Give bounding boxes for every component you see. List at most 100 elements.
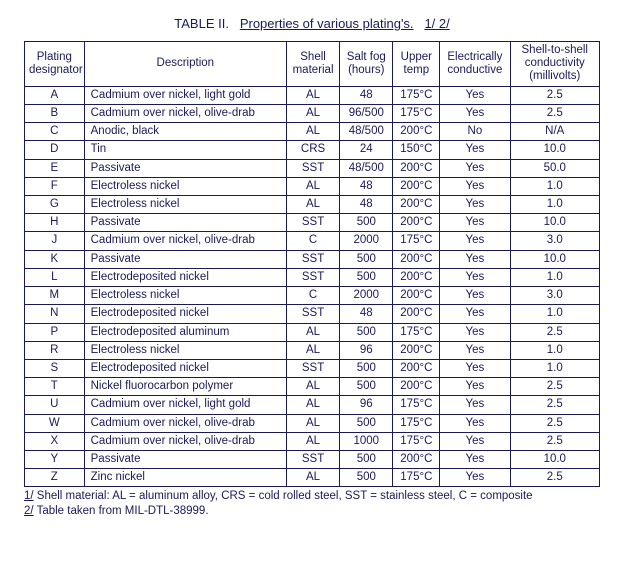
table-row: LElectrodeposited nickelSST500200°CYes1.… — [25, 268, 600, 286]
cell-fog: 1000 — [340, 432, 393, 450]
table-title: TABLE II. Properties of various plating'… — [24, 16, 600, 31]
cell-temp: 150°C — [393, 141, 440, 159]
cell-designator: N — [25, 305, 85, 323]
table-row: FElectroless nickelAL48200°CYes1.0 — [25, 177, 600, 195]
cell-designator: K — [25, 250, 85, 268]
cell-designator: L — [25, 268, 85, 286]
cell-temp: 200°C — [393, 195, 440, 213]
cell-description: Passivate — [84, 159, 286, 177]
cell-millivolts: 2.5 — [510, 414, 599, 432]
cell-designator: A — [25, 86, 85, 104]
cell-millivolts: 2.5 — [510, 432, 599, 450]
cell-millivolts: 3.0 — [510, 232, 599, 250]
cell-description: Cadmium over nickel, olive-drab — [84, 432, 286, 450]
cell-temp: 200°C — [393, 268, 440, 286]
cell-conductive: Yes — [440, 359, 510, 377]
cell-fog: 24 — [340, 141, 393, 159]
cell-millivolts: 2.5 — [510, 104, 599, 122]
cell-millivolts: 2.5 — [510, 323, 599, 341]
cell-conductive: Yes — [440, 341, 510, 359]
cell-designator: P — [25, 323, 85, 341]
table-row: ACadmium over nickel, light goldAL48175°… — [25, 86, 600, 104]
cell-designator: Y — [25, 451, 85, 469]
table-row: XCadmium over nickel, olive-drabAL100017… — [25, 432, 600, 450]
cell-temp: 200°C — [393, 341, 440, 359]
cell-description: Electroless nickel — [84, 287, 286, 305]
cell-fog: 48 — [340, 195, 393, 213]
cell-designator: X — [25, 432, 85, 450]
cell-shell: SST — [286, 305, 339, 323]
cell-shell: SST — [286, 214, 339, 232]
cell-conductive: Yes — [440, 396, 510, 414]
cell-shell: SST — [286, 268, 339, 286]
cell-shell: SST — [286, 359, 339, 377]
cell-designator: W — [25, 414, 85, 432]
cell-designator: B — [25, 104, 85, 122]
cell-fog: 48 — [340, 86, 393, 104]
cell-designator: E — [25, 159, 85, 177]
table-row: CAnodic, blackAL48/500200°CNoN/A — [25, 123, 600, 141]
cell-conductive: Yes — [440, 268, 510, 286]
cell-temp: 175°C — [393, 469, 440, 487]
cell-description: Zinc nickel — [84, 469, 286, 487]
cell-description: Anodic, black — [84, 123, 286, 141]
cell-designator: M — [25, 287, 85, 305]
cell-temp: 175°C — [393, 396, 440, 414]
cell-designator: C — [25, 123, 85, 141]
table-row: SElectrodeposited nickelSST500200°CYes1.… — [25, 359, 600, 377]
cell-shell: C — [286, 287, 339, 305]
cell-shell: AL — [286, 378, 339, 396]
cell-designator: T — [25, 378, 85, 396]
cell-temp: 200°C — [393, 159, 440, 177]
cell-fog: 500 — [340, 414, 393, 432]
cell-conductive: Yes — [440, 323, 510, 341]
table-row: MElectroless nickelC2000200°CYes3.0 — [25, 287, 600, 305]
table-row: BCadmium over nickel, olive-drabAL96/500… — [25, 104, 600, 122]
footnote-1-text: Shell material: AL = aluminum alloy, CRS… — [34, 490, 533, 502]
cell-conductive: Yes — [440, 195, 510, 213]
title-caption: Properties of various plating's. — [240, 16, 414, 31]
cell-fog: 48/500 — [340, 159, 393, 177]
cell-temp: 175°C — [393, 323, 440, 341]
cell-description: Cadmium over nickel, olive-drab — [84, 104, 286, 122]
cell-millivolts: 50.0 — [510, 159, 599, 177]
table-row: UCadmium over nickel, light goldAL96175°… — [25, 396, 600, 414]
title-label: TABLE II. — [174, 16, 229, 31]
cell-millivolts: 10.0 — [510, 451, 599, 469]
cell-conductive: Yes — [440, 214, 510, 232]
table-row: PElectrodeposited aluminumAL500175°CYes2… — [25, 323, 600, 341]
footnote-2-text: Table taken from MIL-DTL-38999. — [34, 505, 209, 517]
cell-temp: 200°C — [393, 287, 440, 305]
cell-temp: 200°C — [393, 177, 440, 195]
cell-description: Electrodeposited aluminum — [84, 323, 286, 341]
cell-millivolts: 10.0 — [510, 141, 599, 159]
cell-shell: AL — [286, 432, 339, 450]
cell-conductive: Yes — [440, 378, 510, 396]
cell-conductive: Yes — [440, 159, 510, 177]
cell-description: Tin — [84, 141, 286, 159]
cell-temp: 175°C — [393, 232, 440, 250]
cell-temp: 175°C — [393, 86, 440, 104]
cell-description: Electrodeposited nickel — [84, 305, 286, 323]
table-row: DTinCRS24150°CYes10.0 — [25, 141, 600, 159]
cell-millivolts: 1.0 — [510, 341, 599, 359]
cell-millivolts: 1.0 — [510, 195, 599, 213]
cell-millivolts: 1.0 — [510, 359, 599, 377]
cell-shell: AL — [286, 469, 339, 487]
header-row: Plating designator Description Shell mat… — [25, 42, 600, 87]
cell-temp: 200°C — [393, 123, 440, 141]
footnote-2-num: 2/ — [24, 505, 34, 517]
cell-temp: 200°C — [393, 305, 440, 323]
cell-fog: 96 — [340, 341, 393, 359]
cell-millivolts: 3.0 — [510, 287, 599, 305]
cell-description: Nickel fluorocarbon polymer — [84, 378, 286, 396]
footnote-2: 2/ Table taken from MIL-DTL-38999. — [24, 504, 600, 518]
cell-millivolts: 2.5 — [510, 378, 599, 396]
cell-description: Electroless nickel — [84, 177, 286, 195]
cell-designator: Z — [25, 469, 85, 487]
table-row: YPassivateSST500200°CYes10.0 — [25, 451, 600, 469]
cell-description: Electrodeposited nickel — [84, 268, 286, 286]
col-shell: Shell material — [286, 42, 339, 87]
cell-description: Passivate — [84, 451, 286, 469]
cell-fog: 2000 — [340, 232, 393, 250]
